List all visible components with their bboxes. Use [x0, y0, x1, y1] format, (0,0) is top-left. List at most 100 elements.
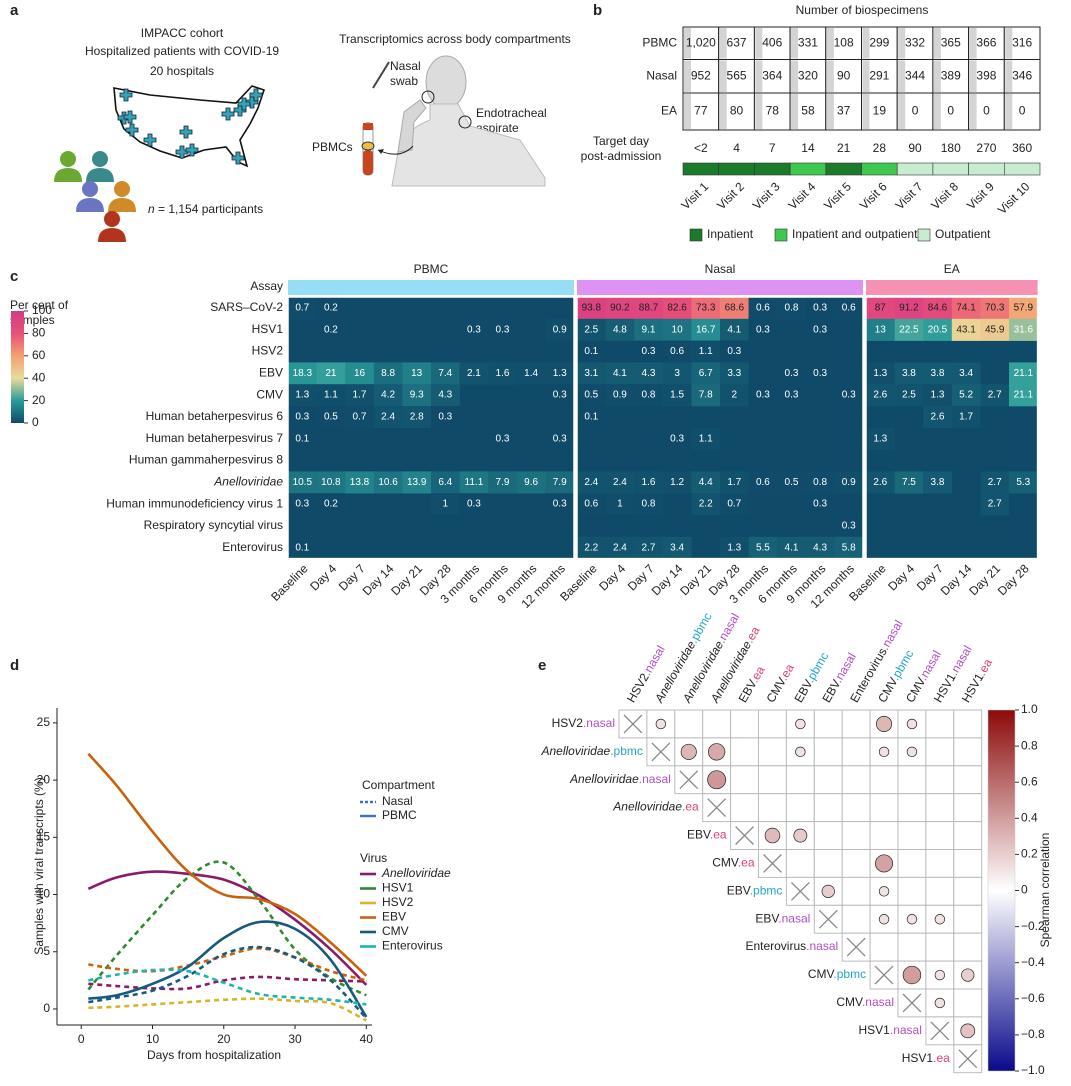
- series-line: [88, 920, 368, 1018]
- cell-label: 1.7: [959, 412, 973, 423]
- matrix-label: Enterovirus.nasal: [745, 939, 838, 953]
- heatmap-cell: [459, 362, 489, 385]
- heatmap-cell: [605, 362, 635, 385]
- heatmap-cell: [373, 406, 403, 429]
- heatmap-cell: [748, 471, 778, 494]
- cell-label: 0.1: [584, 412, 598, 423]
- cell-label: 0.2: [324, 303, 338, 314]
- heatmap-cell: [980, 318, 1010, 341]
- heatmap-cell: [316, 362, 346, 385]
- row-label: Human betaherpesvirus 7: [146, 431, 284, 445]
- cell-label: 2.4: [381, 412, 395, 423]
- cell-shade: [933, 60, 941, 92]
- matrix-cell: [841, 821, 871, 850]
- person-head: [104, 211, 120, 227]
- matrix-label: Anelloviridae.pbmc: [540, 744, 642, 758]
- row-label: Human immunodeficiency virus 1: [106, 496, 283, 510]
- row-label: Human betaherpesvirus 6: [146, 409, 284, 423]
- legend-label: EBV: [382, 910, 406, 924]
- cell-shade: [791, 94, 799, 129]
- heatmap-cell: [894, 384, 924, 407]
- heatmap-cell: [345, 362, 375, 385]
- panel-letter: d: [10, 657, 19, 674]
- heatmap-cell: [488, 318, 518, 341]
- series-line: [87, 860, 367, 997]
- cell-label: 1.6: [496, 368, 510, 379]
- group-band: [288, 280, 574, 295]
- visit-status: [896, 162, 934, 176]
- cell-label: 18.3: [293, 368, 313, 379]
- row-label: EBV: [259, 365, 283, 379]
- cell-label: 0.3: [813, 499, 827, 510]
- cell-label: 5.8: [842, 542, 856, 553]
- matrix-cell: [730, 793, 759, 823]
- cell-label: 0.3: [295, 412, 309, 423]
- cell-label: 2.6: [931, 412, 945, 423]
- heatmap-cell: [720, 536, 749, 559]
- heatmap-cell: [316, 318, 346, 341]
- target-day: 14: [801, 141, 815, 155]
- cell-label: 0.3: [756, 390, 770, 401]
- cell-shade: [898, 28, 906, 59]
- cell-shade: [1005, 60, 1013, 92]
- matrix-cell: [758, 765, 787, 795]
- label-compartment: .ea: [933, 1051, 950, 1065]
- heatmap-cell: [316, 297, 346, 320]
- visit-label: Visit 1: [678, 179, 711, 212]
- colorbar-tick-label: −0.4: [1021, 955, 1045, 969]
- cell-label: 3.8: [931, 477, 945, 488]
- target-day: 7: [769, 141, 776, 155]
- cell-label: 2: [732, 390, 738, 401]
- label-compartment: .nasal: [806, 939, 838, 953]
- cell-label: 91.2: [899, 303, 919, 314]
- matrix-label: HSV1.nasal: [859, 1023, 922, 1037]
- heatmap-cell: [691, 297, 721, 320]
- cell-value: 0: [1019, 104, 1026, 118]
- colorbar-tick-label: 0.8: [1021, 738, 1038, 752]
- visit-label: Visit 5: [821, 179, 854, 212]
- cell-label: 11.1: [465, 477, 484, 488]
- hospitals: 20 hospitals: [150, 64, 214, 78]
- colorbar-tick-label: 60: [32, 348, 46, 362]
- person-head: [60, 151, 76, 167]
- person-body: [76, 198, 104, 212]
- x-tick-label: 10: [146, 1032, 160, 1046]
- hospital-marker: [231, 151, 245, 165]
- matrix-cell: [730, 737, 759, 767]
- matrix-cell: [953, 821, 983, 850]
- diagonal-cross: [958, 1049, 978, 1069]
- y-tick-label: 10: [37, 887, 51, 901]
- person-body: [108, 198, 136, 212]
- cell-value: 291: [869, 68, 889, 82]
- cell-label: 3: [674, 368, 680, 379]
- cell-label: 2.7: [988, 477, 1002, 488]
- cell-label: 1.5: [670, 390, 684, 401]
- cell-label: 0.1: [584, 346, 598, 357]
- heatmap-cell: [923, 406, 953, 429]
- cell-value: 316: [1012, 35, 1032, 49]
- y-tick-label: 20: [37, 772, 51, 786]
- heatmap-cell: [459, 318, 489, 341]
- cell-value: 332: [905, 35, 925, 49]
- cell-label: 1.1: [699, 433, 713, 444]
- cell-label: 1.3: [727, 542, 741, 553]
- cell-label: 5.5: [756, 542, 770, 553]
- heatmap-cell: [662, 362, 692, 385]
- cell-shade: [1005, 94, 1013, 129]
- cell-label: 2.5: [902, 390, 916, 401]
- matrix-cell: [953, 737, 983, 767]
- cell-label: 2.4: [613, 542, 627, 553]
- cell-label: 2.6: [873, 390, 887, 401]
- heatmap-cell: [720, 384, 749, 407]
- x-tick-label: 20: [217, 1032, 231, 1046]
- row-label: Respiratory syncytial virus: [144, 518, 283, 532]
- cell-label: 43.1: [956, 324, 976, 335]
- cell-label: 4.2: [381, 390, 395, 401]
- heatmap-cell: [805, 471, 835, 494]
- correlation-dot: [878, 914, 890, 925]
- cell-label: 2.2: [584, 542, 598, 553]
- visit-label: Visit 7: [893, 179, 926, 212]
- cell-shade: [862, 28, 870, 59]
- correlation-dot: [793, 828, 808, 843]
- cell-label: 0.3: [467, 324, 481, 335]
